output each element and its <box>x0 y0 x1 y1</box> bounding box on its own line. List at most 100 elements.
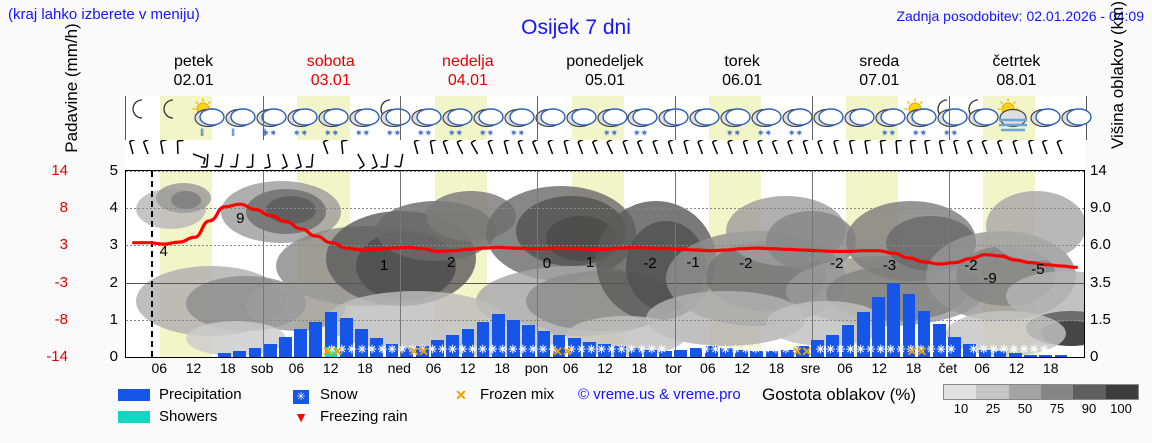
precipitation-bar <box>461 329 475 357</box>
precipitation-bar <box>1054 355 1068 357</box>
day-name: ponedeljek <box>566 53 644 70</box>
snow-marker: ✳ <box>906 344 916 356</box>
gridline-vertical <box>400 171 402 357</box>
day-date: 04.01 <box>447 72 488 89</box>
day-header-četrtek: četrtek 08.01 <box>948 52 1085 92</box>
svg-text:✷✷: ✷✷ <box>355 128 371 138</box>
precipitation-bar <box>491 314 505 357</box>
precipitation-bar <box>279 336 292 357</box>
day-separator <box>537 96 539 140</box>
prec-tick: 2 <box>109 273 118 291</box>
precipitation-bar <box>294 329 307 357</box>
svg-text:✷✷: ✷✷ <box>633 128 649 138</box>
snow-marker: ✳ <box>586 344 597 356</box>
cloud-snow-icon: ✷✷ <box>621 96 659 140</box>
precipitation-bar <box>1008 353 1022 357</box>
time-tick-label: 12 <box>322 360 339 376</box>
snow-marker: ✳ <box>979 344 989 356</box>
day-header-torek: torek 06.01 <box>674 52 811 92</box>
cloud-density-label: 75 <box>1049 401 1065 416</box>
cloud-density-scale <box>943 384 1139 400</box>
time-tick-label: 18 <box>1042 360 1059 376</box>
moon-cloud-icon <box>962 96 999 140</box>
day-name: četrtek <box>992 53 1041 70</box>
snow-marker: ✳ <box>999 344 1009 356</box>
snow-marker: ✳ <box>407 344 417 356</box>
frozen-mix-marker: ✕ <box>916 344 928 358</box>
snow-marker: ✳ <box>437 344 448 356</box>
frozen-mix-marker: ✕ <box>408 344 420 358</box>
svg-text:✷✷: ✷✷ <box>912 128 928 138</box>
cloud-tick: 6.0 <box>1090 236 1111 254</box>
svg-text:‖: ‖ <box>231 128 235 139</box>
snow-icon: ✳ <box>288 385 314 406</box>
legend-label-snow: Snow <box>320 386 358 403</box>
precipitation-bar <box>309 321 323 357</box>
legend-label-freezing-rain: Freezing rain <box>320 408 408 425</box>
temperature-value-label: -9 <box>983 270 997 287</box>
gridline-horizontal <box>126 208 1084 210</box>
day-name: sreda <box>859 53 900 70</box>
snow-marker: ✳ <box>781 344 791 356</box>
gridline-vertical <box>537 171 539 357</box>
sun-fog-icon <box>993 96 1028 140</box>
precipitation-bar <box>218 353 231 357</box>
precipitation-swatch <box>118 389 150 402</box>
frozen-mix-marker: ✕ <box>791 344 803 358</box>
snow-marker: ✳ <box>886 344 896 356</box>
cloud-density-label: 10 <box>953 401 969 416</box>
snow-marker: ✳ <box>478 344 488 356</box>
time-tick-label: 12 <box>460 360 476 376</box>
svg-text:✷✷: ✷✷ <box>943 128 959 138</box>
snow-marker: ✳ <box>936 344 946 356</box>
day-date: 06.01 <box>722 72 763 89</box>
svg-text:✷✷: ✷✷ <box>479 128 495 138</box>
time-tick-label: čet <box>938 360 958 376</box>
page-title: Osijek 7 dni <box>521 16 631 39</box>
day-header-ponedeljek: ponedeljek 05.01 <box>536 52 673 92</box>
precipitation-bar <box>948 336 961 357</box>
snow-marker: ✳ <box>916 344 926 356</box>
moon-icon <box>126 96 157 140</box>
cloud-height-axis-title: Višina oblakov (km) <box>1108 0 1127 150</box>
legend-item-precipitation: Precipitation <box>118 384 242 405</box>
svg-text:✷✷: ✷✷ <box>324 128 340 138</box>
temperature-value-label: -2 <box>964 256 978 274</box>
legend-item-snow: ✳ Snow <box>288 384 358 405</box>
snow-marker: ✳ <box>616 344 627 356</box>
snow-marker: ✳ <box>825 344 836 356</box>
precipitation-bar <box>233 351 247 357</box>
svg-text:✷✷: ✷✷ <box>603 128 619 138</box>
time-tick-label: 18 <box>905 360 922 376</box>
precipitation-bar <box>735 349 748 357</box>
day-separator <box>811 96 813 140</box>
snow-marker: ✳ <box>741 344 751 356</box>
snow-marker: ✳ <box>528 344 538 356</box>
last-update-label: Zadnja posodobitev: 02.01.2026 - 04:09 <box>896 8 1144 24</box>
precipitation-bar <box>613 345 627 357</box>
legend-item-freezing-rain: ▼ Freezing rain <box>288 406 408 427</box>
cloud-icon <box>1055 96 1092 140</box>
time-tick-label: 12 <box>185 360 202 376</box>
day-date: 03.01 <box>310 72 351 89</box>
precipitation-bar <box>978 349 992 357</box>
snow-marker: ✳ <box>815 344 825 356</box>
snow-marker: ✳ <box>710 344 721 356</box>
time-tick-label: sob <box>250 360 274 376</box>
snow-marker: ✳ <box>761 344 771 356</box>
precipitation-bar <box>567 338 581 357</box>
day-name: sobota <box>306 53 355 70</box>
precipitation-bar <box>552 334 566 357</box>
snow-marker: ✳ <box>427 344 437 356</box>
svg-text:✷✷: ✷✷ <box>448 128 464 138</box>
cloud-icon <box>529 96 566 140</box>
snow-marker: ✳ <box>447 344 458 356</box>
cloud-icon <box>683 96 721 140</box>
day-separator <box>263 96 265 140</box>
temperature-value-label: 4 <box>159 243 168 261</box>
snow-marker: ✳ <box>791 344 801 356</box>
gridline-horizontal <box>126 282 1084 284</box>
snow-marker: ✳ <box>357 344 367 356</box>
svg-text:✷✷: ✷✷ <box>293 128 309 138</box>
precipitation-bar <box>1024 355 1037 357</box>
